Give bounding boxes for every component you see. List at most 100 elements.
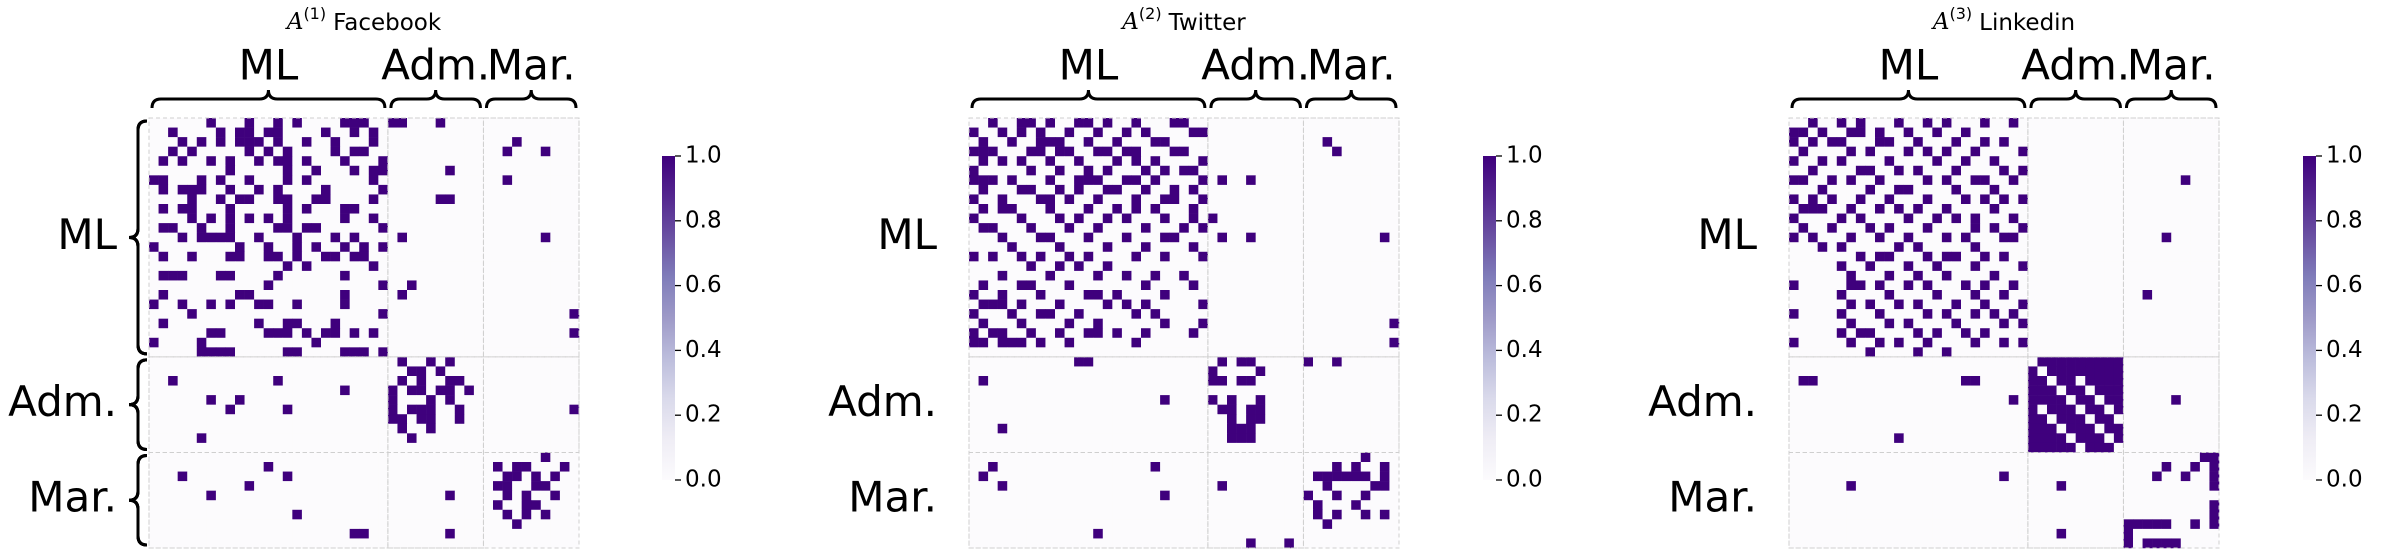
cell bbox=[1160, 328, 1170, 339]
cell bbox=[1112, 500, 1123, 511]
cell bbox=[1121, 347, 1132, 358]
cell bbox=[292, 528, 303, 539]
cell bbox=[2152, 242, 2162, 253]
cell bbox=[454, 270, 465, 281]
cell bbox=[1064, 242, 1075, 253]
cell bbox=[196, 481, 207, 491]
cell bbox=[1169, 376, 1180, 386]
cell bbox=[978, 452, 989, 463]
cell bbox=[997, 213, 1008, 224]
cell bbox=[244, 175, 255, 186]
cell bbox=[997, 538, 1008, 549]
cell bbox=[1035, 414, 1046, 425]
cell bbox=[330, 481, 341, 491]
cell bbox=[1150, 175, 1161, 186]
cell bbox=[1064, 423, 1075, 434]
cell bbox=[1169, 270, 1180, 281]
cell bbox=[263, 452, 274, 463]
cell bbox=[1284, 165, 1295, 176]
cell bbox=[1970, 204, 1981, 214]
cell bbox=[473, 270, 484, 281]
cell bbox=[1351, 337, 1362, 348]
cell bbox=[1093, 528, 1104, 539]
cell bbox=[1121, 175, 1132, 186]
cell bbox=[997, 452, 1008, 463]
cell bbox=[1284, 261, 1295, 272]
cell bbox=[1379, 509, 1390, 520]
cell bbox=[1999, 204, 2010, 214]
cell bbox=[1961, 118, 1971, 128]
cell bbox=[1112, 184, 1123, 195]
cell bbox=[1894, 127, 1904, 138]
cell bbox=[435, 442, 446, 453]
cell bbox=[2133, 270, 2143, 281]
cell bbox=[1941, 184, 1952, 195]
cell bbox=[1903, 213, 1914, 224]
cell bbox=[2209, 156, 2220, 167]
cell bbox=[1961, 156, 1971, 167]
cell bbox=[2066, 242, 2076, 253]
cell bbox=[254, 318, 264, 329]
cell bbox=[254, 280, 264, 291]
cell bbox=[282, 175, 293, 186]
cell bbox=[1360, 366, 1371, 377]
cell bbox=[2123, 137, 2134, 147]
cell bbox=[330, 318, 341, 329]
cell bbox=[2123, 232, 2134, 243]
cell bbox=[559, 376, 570, 386]
cell bbox=[493, 232, 503, 243]
cell bbox=[397, 280, 408, 291]
cell bbox=[454, 490, 465, 501]
cell bbox=[1836, 137, 1847, 147]
cell bbox=[978, 500, 989, 511]
cell bbox=[435, 395, 446, 405]
cell bbox=[1102, 366, 1113, 377]
cell bbox=[1379, 194, 1390, 205]
cell bbox=[340, 490, 350, 501]
cell bbox=[1064, 204, 1075, 214]
cell bbox=[378, 261, 389, 272]
cell bbox=[1999, 223, 2010, 233]
cell bbox=[292, 280, 303, 291]
cell bbox=[454, 452, 465, 463]
cell bbox=[215, 452, 226, 463]
cell bbox=[483, 232, 494, 243]
cell bbox=[1265, 299, 1276, 310]
cell bbox=[426, 232, 436, 243]
cell bbox=[1141, 184, 1151, 195]
cell bbox=[473, 385, 484, 396]
cell bbox=[149, 146, 159, 157]
panel-title: A(1) Facebook bbox=[285, 4, 442, 36]
cell bbox=[301, 519, 312, 530]
cell bbox=[349, 328, 360, 339]
cell bbox=[196, 184, 207, 195]
cell bbox=[1903, 165, 1914, 176]
cell bbox=[1055, 500, 1065, 511]
cell bbox=[177, 251, 188, 262]
cell bbox=[397, 270, 408, 281]
cell bbox=[2161, 204, 2172, 214]
cell bbox=[1246, 165, 1256, 176]
cell bbox=[1903, 232, 1914, 243]
cell bbox=[168, 309, 178, 319]
cell bbox=[1227, 184, 1237, 195]
cell bbox=[435, 490, 446, 501]
cell bbox=[1922, 175, 1933, 186]
cell bbox=[2094, 223, 2105, 233]
cell bbox=[1141, 337, 1151, 348]
cell bbox=[1035, 270, 1046, 281]
cell bbox=[1341, 328, 1352, 339]
cell bbox=[2190, 127, 2201, 138]
cell bbox=[483, 414, 494, 425]
cell bbox=[1169, 261, 1180, 272]
cell bbox=[1055, 462, 1065, 472]
cell bbox=[340, 318, 350, 329]
cell bbox=[378, 280, 389, 291]
cell bbox=[1188, 204, 1199, 214]
cell bbox=[187, 204, 198, 214]
cell bbox=[158, 204, 169, 214]
cell bbox=[1207, 213, 1218, 224]
cell bbox=[1236, 223, 1247, 233]
cell bbox=[1322, 299, 1333, 310]
cell bbox=[473, 423, 484, 434]
